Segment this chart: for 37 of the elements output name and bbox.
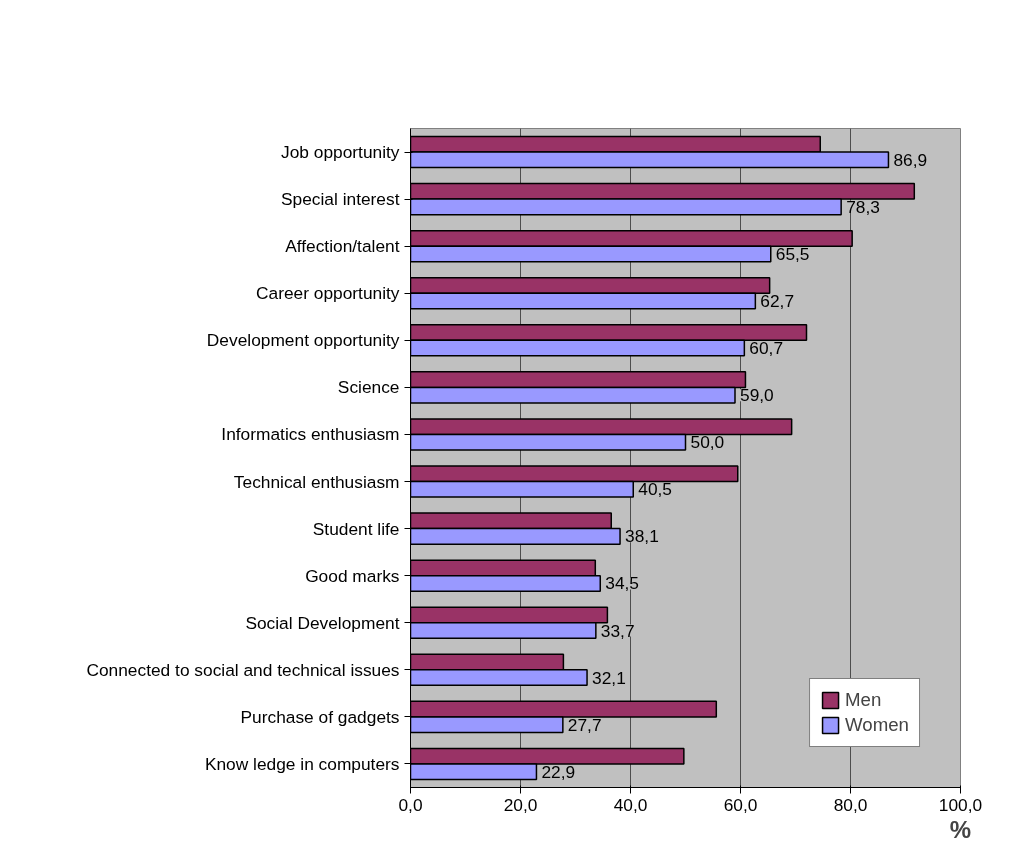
x-tick-label: 40,0 xyxy=(613,794,648,815)
data-label: 50,0 xyxy=(690,432,725,453)
y-tick-label: Informatics enthusiasm xyxy=(221,424,400,445)
data-label: 60,7 xyxy=(749,338,784,359)
y-tick-label: Development opportunity xyxy=(206,330,400,351)
x-tick-label: 80,0 xyxy=(833,794,868,815)
y-tick-label: Technical enthusiasm xyxy=(233,471,400,492)
y-tick-label: Connected to social and technical issues xyxy=(86,659,400,680)
y-tick-label: Special interest xyxy=(281,189,400,210)
data-label: 38,1 xyxy=(625,526,659,547)
data-label: 33,7 xyxy=(600,620,635,641)
data-label: 40,5 xyxy=(638,479,672,500)
x-axis-title: % xyxy=(949,815,972,843)
x-tick-label: 100,0 xyxy=(938,794,983,815)
y-tick-label: Good marks xyxy=(305,565,400,586)
y-tick-label: Career opportunity xyxy=(255,283,400,304)
y-tick-label: Student life xyxy=(312,518,400,539)
data-label: 27,7 xyxy=(567,714,602,735)
data-label: 65,5 xyxy=(775,243,810,264)
y-tick-label: Science xyxy=(337,377,400,398)
data-label: 62,7 xyxy=(760,291,795,312)
x-tick-label: 20,0 xyxy=(503,794,538,815)
y-tick-label: Affection/talent xyxy=(285,236,400,257)
data-label: 59,0 xyxy=(740,385,774,406)
y-tick-label: Purchase of gadgets xyxy=(240,706,400,727)
y-tick-label: Know ledge in computers xyxy=(204,753,400,774)
x-tick-label: 0,0 xyxy=(398,794,423,815)
data-label: 32,1 xyxy=(592,667,626,688)
x-tick-label: 60,0 xyxy=(723,794,758,815)
y-tick-label: Job opportunity xyxy=(281,142,400,163)
y-tick-label: Social Development xyxy=(245,612,400,633)
data-label: 22,9 xyxy=(541,761,576,782)
data-label: 34,5 xyxy=(605,573,639,594)
legend-label: Women xyxy=(845,714,909,736)
data-label: 78,3 xyxy=(846,196,880,217)
data-label: 86,9 xyxy=(893,149,928,170)
legend-label: Men xyxy=(845,689,882,711)
